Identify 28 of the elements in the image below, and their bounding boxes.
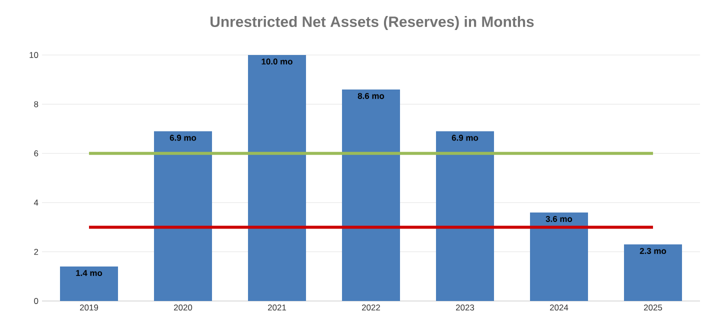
x-tick-label: 2022 — [362, 304, 380, 311]
bar — [624, 244, 682, 301]
bar — [342, 89, 400, 301]
y-tick-label: 8 — [34, 101, 38, 108]
y-tick-label: 6 — [34, 150, 38, 156]
y-tick-label: 2 — [34, 248, 38, 255]
x-tick-label: 2019 — [80, 304, 98, 311]
x-tick-label: 2024 — [550, 304, 568, 311]
y-tick-label: 10 — [30, 52, 38, 58]
bar — [436, 131, 494, 301]
data-label: 2.3 mo — [640, 248, 666, 254]
bar — [60, 266, 118, 301]
bar — [530, 212, 588, 301]
data-label: 3.6 mo — [546, 216, 572, 222]
y-tick-label: 0 — [34, 298, 38, 304]
data-label: 8.6 mo — [358, 92, 384, 99]
data-label: 6.9 mo — [170, 134, 196, 141]
x-tick-label: 2025 — [644, 304, 662, 311]
bar — [248, 54, 306, 301]
x-tick-label: 2020 — [174, 304, 192, 311]
chart-title: Unrestricted Net Assets (Reserves) in Months — [210, 16, 534, 30]
data-label: 10.0 mo — [262, 58, 292, 65]
x-tick-label: 2023 — [456, 304, 474, 311]
y-tick-label: 4 — [34, 200, 38, 206]
data-label: 6.9 mo — [452, 134, 478, 141]
data-label: 1.4 mo — [76, 270, 102, 276]
x-tick-label: 2021 — [268, 304, 286, 311]
bar — [154, 131, 212, 301]
